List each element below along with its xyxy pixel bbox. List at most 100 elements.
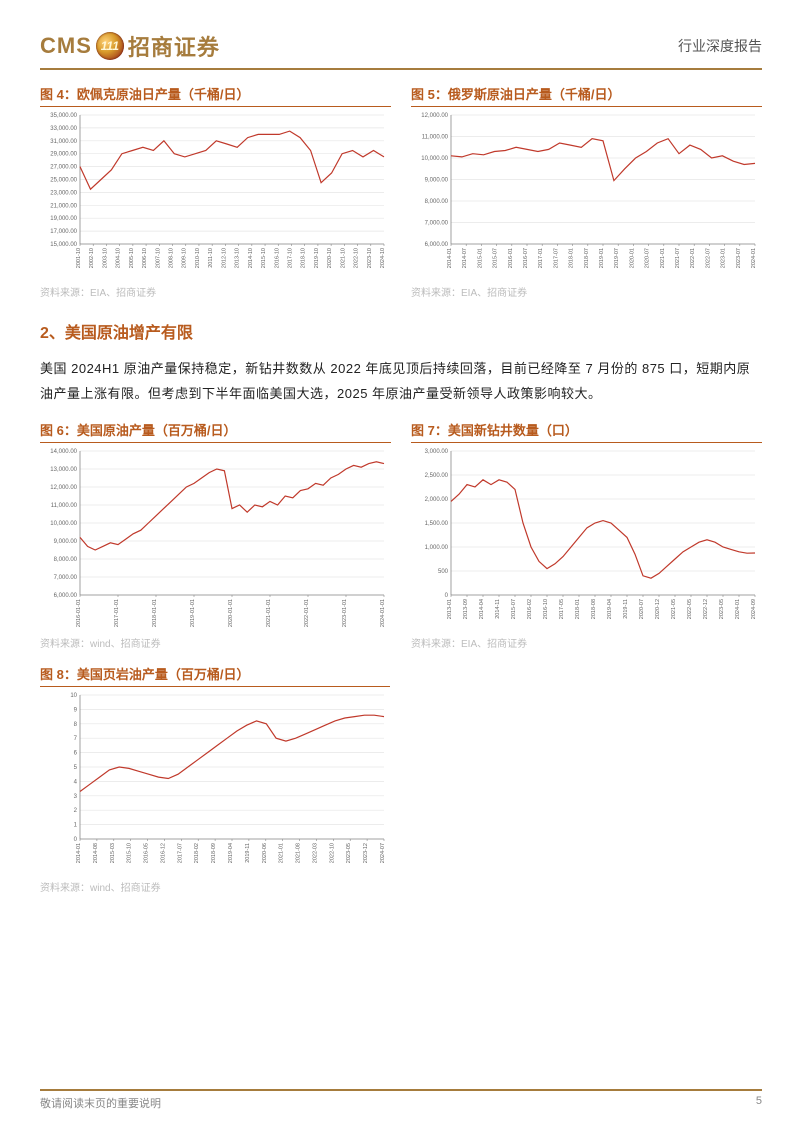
svg-text:31,000.00: 31,000.00 (50, 139, 77, 145)
svg-text:8,000.00: 8,000.00 (54, 557, 78, 563)
svg-text:2023-01-01: 2023-01-01 (342, 599, 348, 627)
svg-text:2006-10: 2006-10 (142, 248, 148, 268)
fig8-title-text: 美国页岩油产量（百万桶/日） (77, 667, 250, 682)
fig6-label: 图 6： (40, 423, 77, 438)
svg-text:2015-07: 2015-07 (493, 248, 499, 268)
svg-text:2008-10: 2008-10 (169, 248, 175, 268)
svg-text:2016-05: 2016-05 (144, 843, 150, 863)
section-2-body: 美国 2024H1 原油产量保持稳定，新钻井数数从 2022 年底见顶后持续回落… (40, 357, 762, 406)
svg-text:2,000.00: 2,000.00 (425, 497, 449, 503)
fig7-title-text: 美国新钻井数量（口） (448, 423, 578, 438)
chart-row-2: 图 6：美国原油产量（百万桶/日） 6,000.007,000.008,000.… (40, 420, 762, 650)
svg-text:2004-10: 2004-10 (116, 248, 122, 268)
svg-text:2020-07: 2020-07 (645, 248, 651, 268)
svg-text:2007-10: 2007-10 (155, 248, 161, 268)
svg-text:2015-01: 2015-01 (477, 248, 483, 268)
svg-text:2019-01-01: 2019-01-01 (190, 599, 196, 627)
svg-text:3,000.00: 3,000.00 (425, 449, 449, 455)
svg-text:2013-10: 2013-10 (235, 248, 241, 268)
fig7-label: 图 7： (411, 423, 448, 438)
svg-text:2022-07: 2022-07 (705, 248, 711, 268)
svg-text:2017-10: 2017-10 (287, 248, 293, 268)
svg-text:35,000.00: 35,000.00 (50, 113, 77, 119)
svg-text:2016-01: 2016-01 (508, 248, 514, 268)
svg-text:2022-01-01: 2022-01-01 (304, 599, 310, 627)
svg-text:2024-09: 2024-09 (751, 599, 757, 619)
svg-text:2003-10: 2003-10 (102, 248, 108, 268)
svg-text:2018-01-01: 2018-01-01 (152, 599, 158, 627)
svg-text:2005-10: 2005-10 (129, 248, 135, 268)
fig7-title: 图 7：美国新钻井数量（口） (411, 420, 762, 443)
fig5-title-text: 俄罗斯原油日产量（千桶/日） (448, 87, 621, 102)
svg-text:10,000.00: 10,000.00 (421, 156, 448, 162)
svg-text:11,000.00: 11,000.00 (422, 135, 449, 141)
svg-text:17,000.00: 17,000.00 (50, 229, 77, 235)
svg-text:2014-04: 2014-04 (479, 599, 485, 619)
svg-text:2021-05: 2021-05 (671, 599, 677, 619)
svg-text:2019-04: 2019-04 (607, 599, 613, 619)
fig4-title-text: 欧佩克原油日产量（千桶/日） (77, 87, 250, 102)
svg-text:2015-10: 2015-10 (261, 248, 267, 268)
svg-text:2021-10: 2021-10 (340, 248, 346, 268)
svg-text:2018-10: 2018-10 (301, 248, 307, 268)
fig4-title: 图 4：欧佩克原油日产量（千桶/日） (40, 84, 391, 107)
svg-text:500: 500 (438, 569, 449, 575)
svg-text:2014-01: 2014-01 (447, 248, 453, 268)
svg-text:2021-01-01: 2021-01-01 (266, 599, 272, 627)
footer-page-number: 5 (756, 1095, 762, 1111)
svg-text:33,000.00: 33,000.00 (50, 126, 77, 132)
svg-text:6,000.00: 6,000.00 (425, 242, 449, 248)
svg-text:10,000.00: 10,000.00 (50, 521, 77, 527)
svg-text:2015-03: 2015-03 (110, 843, 116, 863)
fig5-source: 资料来源：EIA、招商证券 (411, 284, 762, 299)
fig4-source: 资料来源：EIA、招商证券 (40, 284, 391, 299)
svg-text:2021-01: 2021-01 (279, 843, 285, 863)
svg-text:9,000.00: 9,000.00 (425, 178, 449, 184)
svg-text:7,000.00: 7,000.00 (54, 575, 78, 581)
svg-text:2014-01: 2014-01 (76, 843, 82, 863)
svg-text:2018-02: 2018-02 (194, 843, 200, 863)
svg-text:2016-12: 2016-12 (160, 843, 166, 863)
svg-text:2020-10: 2020-10 (327, 248, 333, 268)
page-footer: 敬请阅读末页的重要说明 5 (40, 1089, 762, 1111)
svg-text:2022-12: 2022-12 (703, 599, 709, 619)
report-type-label: 行业深度报告 (678, 36, 762, 56)
svg-text:2014-11: 2014-11 (495, 599, 501, 619)
svg-text:27,000.00: 27,000.00 (50, 165, 77, 171)
svg-text:1,500.00: 1,500.00 (425, 521, 449, 527)
svg-text:2017-01-01: 2017-01-01 (114, 599, 120, 627)
svg-text:2020-12: 2020-12 (655, 599, 661, 619)
fig6-chart: 6,000.007,000.008,000.009,000.0010,000.0… (40, 443, 390, 633)
fig5-label: 图 5： (411, 87, 448, 102)
svg-text:2014-07: 2014-07 (462, 248, 468, 268)
svg-text:2022-01: 2022-01 (690, 248, 696, 268)
svg-text:8,000.00: 8,000.00 (425, 199, 449, 205)
fig8-block: 图 8：美国页岩油产量（百万桶/日） 0123456789102014-0120… (40, 664, 390, 894)
svg-text:2016-10: 2016-10 (543, 599, 549, 619)
fig7-source: 资料来源：EIA、招商证券 (411, 635, 762, 650)
svg-text:2023-01: 2023-01 (721, 248, 727, 268)
svg-text:2020-06: 2020-06 (262, 843, 268, 863)
svg-text:29,000.00: 29,000.00 (50, 152, 77, 158)
svg-text:2018-01: 2018-01 (569, 248, 575, 268)
svg-text:2024-01: 2024-01 (735, 599, 741, 619)
svg-text:2021-01: 2021-01 (660, 248, 666, 268)
svg-text:13,000.00: 13,000.00 (50, 467, 77, 473)
svg-text:12,000.00: 12,000.00 (50, 485, 77, 491)
fig7-chart: 05001,000.001,500.002,000.002,500.003,00… (411, 443, 761, 633)
svg-text:2023-05: 2023-05 (719, 599, 725, 619)
svg-text:10: 10 (70, 693, 77, 699)
svg-text:2019-04: 2019-04 (228, 843, 234, 863)
svg-text:2020-01-01: 2020-01-01 (228, 599, 234, 627)
svg-text:2017-07: 2017-07 (177, 843, 183, 863)
svg-text:25,000.00: 25,000.00 (50, 178, 77, 184)
svg-text:2,500.00: 2,500.00 (425, 473, 449, 479)
svg-text:14,000.00: 14,000.00 (50, 449, 77, 455)
svg-text:2012-10: 2012-10 (221, 248, 227, 268)
svg-text:2018-07: 2018-07 (584, 248, 590, 268)
logo-cms-en: CMS (40, 33, 92, 59)
fig8-source: 资料来源：wind、招商证券 (40, 879, 390, 894)
fig8-title: 图 8：美国页岩油产量（百万桶/日） (40, 664, 390, 687)
fig5-chart: 6,000.007,000.008,000.009,000.0010,000.0… (411, 107, 761, 282)
svg-text:2019-11: 2019-11 (245, 843, 251, 863)
